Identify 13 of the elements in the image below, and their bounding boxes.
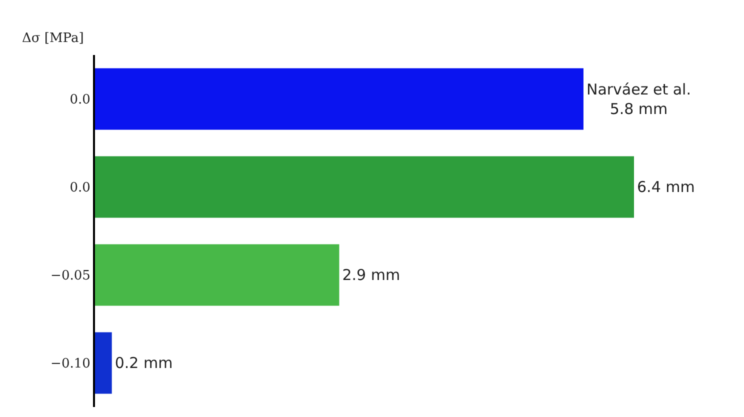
y-tick-label: 0.0 — [70, 180, 90, 196]
y-tick-label: −0.10 — [50, 356, 90, 372]
y-tick-label: −0.05 — [50, 268, 90, 284]
y-tick-label: 0.0 — [70, 92, 90, 108]
data-label: 6.4 mm — [637, 178, 695, 196]
data-label: 2.9 mm — [342, 266, 400, 284]
bar — [95, 332, 112, 394]
bar — [95, 156, 634, 218]
bar — [95, 244, 340, 306]
bar — [95, 68, 584, 130]
data-label: Narváez et al. 5.8 mm — [586, 80, 691, 118]
data-label: 0.2 mm — [114, 354, 173, 372]
y-axis-title: Δσ [MPa] — [22, 31, 84, 46]
